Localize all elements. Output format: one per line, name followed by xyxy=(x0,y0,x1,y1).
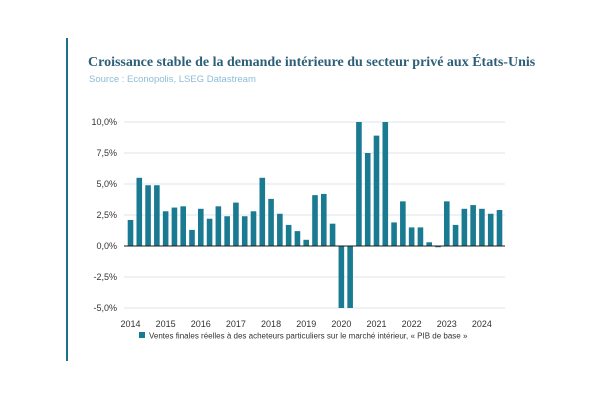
bar xyxy=(303,239,310,246)
bar xyxy=(162,211,169,246)
chart-source: Source : Econopolis, LSEG Datastream xyxy=(89,74,256,85)
bar xyxy=(461,208,468,246)
x-tick-label: 2023 xyxy=(437,319,457,329)
bar xyxy=(215,206,222,246)
bar xyxy=(312,195,318,246)
bar xyxy=(408,227,415,246)
bar xyxy=(127,219,134,246)
x-tick-label: 2014 xyxy=(120,319,140,329)
bar xyxy=(329,223,336,246)
bar xyxy=(443,201,450,246)
bar xyxy=(496,210,503,246)
x-tick-label: 2016 xyxy=(191,319,211,329)
legend: Ventes finales réelles à des acheteurs p… xyxy=(139,332,468,341)
bars xyxy=(127,122,503,308)
x-tick-label: 2019 xyxy=(296,319,316,329)
gridlines xyxy=(124,121,505,309)
bar xyxy=(145,185,151,246)
y-tick-label: 0,0% xyxy=(96,241,117,251)
bar xyxy=(154,185,160,246)
y-axis-ticks: -5,0% -2,5% 0,0% 2,5% 5,0% 7,5% 10,0% xyxy=(91,117,117,313)
bar xyxy=(285,224,292,246)
bar xyxy=(277,213,283,246)
chart-title: Croissance stable de la demande intérieu… xyxy=(88,55,536,70)
bar xyxy=(259,177,266,246)
bar xyxy=(470,205,476,246)
bar xyxy=(391,222,397,246)
x-tick-label: 2024 xyxy=(472,319,492,329)
x-tick-label: 2021 xyxy=(366,319,386,329)
bar xyxy=(294,231,301,246)
y-tick-label: 7,5% xyxy=(96,148,117,158)
bar xyxy=(364,153,371,246)
bar xyxy=(136,177,143,246)
bar xyxy=(347,246,353,308)
x-tick-label: 2015 xyxy=(156,319,176,329)
y-tick-label: 10,0% xyxy=(91,117,117,127)
bar xyxy=(180,206,187,246)
bar xyxy=(250,211,257,246)
bar xyxy=(479,208,485,246)
bar xyxy=(224,216,230,246)
bar xyxy=(268,198,274,246)
bar xyxy=(487,213,494,246)
bar xyxy=(320,193,327,246)
x-axis-ticks: 2014 2015 2016 2017 2018 2019 2020 2021 2022 2023… xyxy=(120,319,491,329)
bar xyxy=(241,216,248,246)
legend-swatch xyxy=(139,332,145,338)
bar xyxy=(233,202,239,246)
bar xyxy=(373,135,380,246)
bar xyxy=(197,208,204,246)
bar xyxy=(400,201,406,246)
accent-bar xyxy=(66,38,68,361)
bar xyxy=(435,246,441,248)
bar xyxy=(356,122,362,246)
bar xyxy=(426,242,433,246)
x-tick-label: 2017 xyxy=(226,319,246,329)
bar xyxy=(338,246,345,308)
bar xyxy=(189,229,195,246)
bar xyxy=(382,122,389,246)
bar xyxy=(417,227,424,246)
bar xyxy=(452,224,459,246)
y-tick-label: 2,5% xyxy=(96,210,117,220)
y-tick-label: -5,0% xyxy=(93,303,117,313)
bar xyxy=(206,218,213,246)
legend-label: Ventes finales réelles à des acheteurs p… xyxy=(149,332,468,341)
y-tick-label: 5,0% xyxy=(96,179,117,189)
y-tick-label: -2,5% xyxy=(93,272,117,282)
bar xyxy=(171,207,178,246)
x-tick-label: 2018 xyxy=(261,319,281,329)
x-tick-label: 2022 xyxy=(402,319,422,329)
x-tick-label: 2020 xyxy=(331,319,351,329)
